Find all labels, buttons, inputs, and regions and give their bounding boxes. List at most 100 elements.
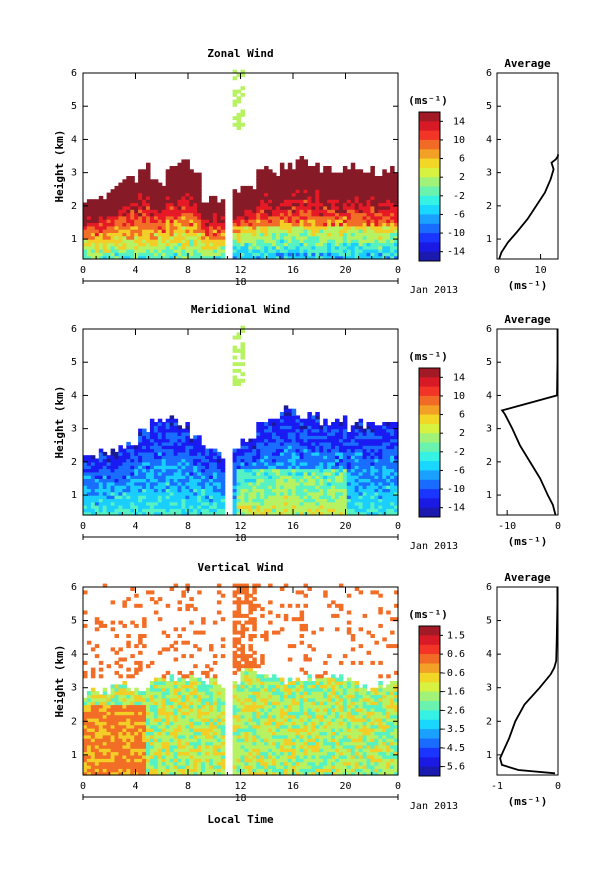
x-tick-label: 8 (185, 265, 191, 276)
colorbar-band (419, 386, 440, 397)
colorbar-band (419, 766, 440, 777)
colorbar-band (419, 729, 440, 739)
heatmap-cells (83, 325, 399, 516)
avg-y-tick-label: 5 (486, 101, 492, 112)
average-title: Average (504, 571, 551, 584)
colorbar-band (419, 479, 440, 490)
colorbar: (ms⁻¹) 14 10 6 2 -2 -6 -10 -14 (408, 94, 465, 262)
x-tick-label: 4 (132, 521, 138, 532)
colorbar-band (419, 405, 440, 416)
colorbar-tick-label: 2 (459, 428, 465, 439)
colorbar-band (419, 489, 440, 499)
date-label: Jan 2013 (410, 801, 458, 812)
average-line (499, 587, 559, 775)
x-tick-label: 20 (339, 781, 351, 792)
colorbar-band (419, 442, 440, 453)
colorbar-tick-label: -6 (453, 465, 465, 476)
colorbar-band (419, 451, 440, 462)
colorbar-band (419, 121, 440, 132)
avg-y-tick-label: 2 (486, 716, 492, 727)
average-xlabel: (ms⁻¹) (508, 279, 548, 292)
x-axis-label: Local Time (207, 813, 274, 826)
colorbar-band (419, 507, 440, 518)
colorbar-band (419, 654, 440, 664)
colorbar-band (419, 368, 440, 378)
x-tick-label: 0 (80, 265, 86, 276)
y-axis-label: Height (km) (53, 130, 66, 203)
colorbar-band (419, 461, 440, 471)
colorbar-band (419, 719, 440, 730)
colorbar-tick-label: -2.6 (441, 705, 465, 716)
colorbar-band (419, 747, 440, 758)
avg-y-tick-label: 5 (486, 616, 492, 627)
date-label: Jan 2013 (410, 541, 458, 552)
y-axis-label: Height (km) (53, 645, 66, 718)
colorbar-band (419, 691, 440, 702)
colorbar-tick-label: -10 (447, 228, 465, 239)
y-tick-label: 2 (71, 201, 77, 212)
colorbar-band (419, 672, 440, 683)
colorbar-band (419, 205, 440, 215)
x-tick-label: 0 (395, 521, 401, 532)
colorbar-tick-label: -5.6 (441, 762, 465, 773)
colorbar-tick-label: 14 (453, 116, 465, 127)
colorbar-tick-label: -14 (447, 503, 465, 514)
colorbar-band (419, 710, 440, 721)
x-tick-label: 0 (395, 265, 401, 276)
colorbar-tick-label: -4.5 (441, 743, 465, 754)
x-tick-label: 4 (132, 265, 138, 276)
colorbar-band (419, 470, 440, 481)
average-profile: Average 1 2 3 4 5 6 -1 0 (ms⁻¹) (486, 571, 561, 808)
colorbar-band (419, 682, 440, 693)
x-tick-label: 12 (234, 521, 246, 532)
colorbar-frame (418, 111, 441, 262)
date-day-label: 18 (234, 533, 246, 544)
colorbar-tick-label: -10 (447, 484, 465, 495)
panel-title: Vertical Wind (197, 561, 283, 574)
colorbar-unit: (ms⁻¹) (408, 94, 448, 107)
avg-x-tick-label: 0 (494, 265, 500, 276)
colorbar-tick-label: 10 (453, 391, 465, 402)
average-line (500, 329, 559, 516)
colorbar-band (419, 130, 440, 141)
y-tick-label: 4 (71, 649, 77, 660)
colorbar-band (419, 644, 440, 655)
avg-x-tick-label: -1 (491, 781, 503, 792)
y-tick-label: 2 (71, 716, 77, 727)
colorbar: (ms⁻¹) 14 10 6 2 -2 -6 -10 -14 (408, 350, 465, 518)
average-title: Average (504, 57, 551, 70)
colorbar-band (419, 757, 440, 768)
colorbar-band (419, 195, 440, 206)
colorbar-tick-label: -2 (453, 191, 465, 202)
y-tick-label: 3 (71, 424, 77, 435)
heatmap-cells (83, 583, 399, 776)
colorbar-tick-label: -0.6 (441, 668, 465, 679)
colorbar-band (419, 498, 440, 509)
colorbar-band (419, 186, 440, 197)
y-tick-label: 4 (71, 134, 77, 145)
colorbar-tick-label: -1.6 (441, 687, 465, 698)
avg-y-tick-label: 6 (486, 582, 492, 593)
x-tick-label: 8 (185, 521, 191, 532)
colorbar-tick-label: 14 (453, 372, 465, 383)
x-tick-label: 20 (339, 265, 351, 276)
colorbar-band (419, 223, 440, 234)
colorbar-band (419, 167, 440, 178)
colorbar-band (419, 433, 440, 443)
colorbar-band (419, 423, 440, 434)
average-profile: Average 1 2 3 4 5 6 -10 0 (ms⁻¹) (486, 313, 561, 548)
colorbar-band (419, 663, 440, 674)
x-tick-label: 12 (234, 265, 246, 276)
average-line (498, 154, 559, 260)
colorbar-band (419, 395, 440, 406)
avg-y-tick-label: 5 (486, 357, 492, 368)
avg-y-tick-label: 6 (486, 68, 492, 79)
avg-y-tick-label: 2 (486, 201, 492, 212)
avg-y-tick-label: 1 (486, 750, 492, 761)
avg-x-tick-label: 0 (555, 781, 561, 792)
heatmap-cells (83, 69, 399, 260)
y-tick-label: 1 (71, 234, 77, 245)
avg-y-tick-label: 4 (486, 390, 492, 401)
